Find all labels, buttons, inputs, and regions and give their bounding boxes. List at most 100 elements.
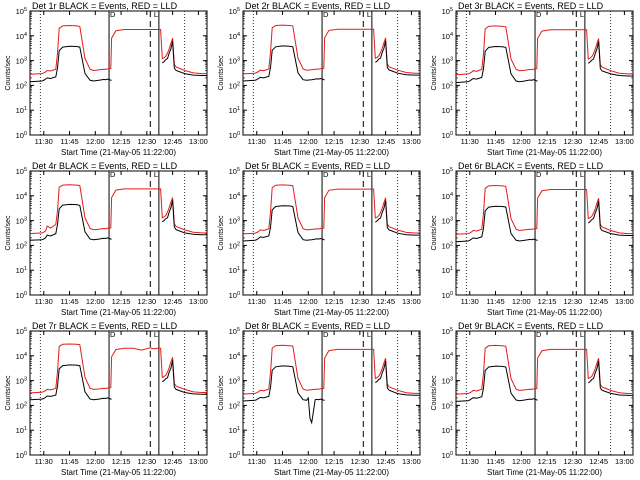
y-tick-label: 101 [442, 426, 453, 435]
x-tick-label: 11:45 [273, 297, 291, 306]
x-tick-label: 12:00 [86, 457, 105, 466]
x-tick-label: 11:45 [273, 137, 291, 146]
y-tick-label: 100 [442, 291, 453, 300]
y-tick-label: 101 [442, 106, 453, 115]
plot-frame [455, 10, 634, 136]
x-tick-label: 11:30 [461, 457, 479, 466]
y-tick-label: 100 [442, 131, 453, 140]
x-tick-label: 13:00 [189, 457, 208, 466]
x-tick-label: 12:15 [112, 297, 131, 306]
x-tick-label: 12:45 [163, 457, 182, 466]
series-line-events [30, 41, 207, 83]
y-tick-label: 102 [16, 81, 27, 90]
x-tick-label: 11:45 [60, 137, 78, 146]
series-line-events [30, 360, 207, 401]
marker-label-d: D [110, 10, 116, 19]
y-tick-label: 103 [229, 57, 240, 66]
y-tick-label: 104 [16, 192, 27, 201]
x-tick-label: 11:30 [461, 137, 479, 146]
panel-title: Det 3r BLACK = Events, RED = LLD [458, 1, 604, 11]
panel-title: Det 8r BLACK = Events, RED = LLD [245, 321, 391, 331]
series-line-lld [30, 24, 207, 75]
x-axis-label: Start Time (21-May-05 11:22:00) [274, 308, 389, 317]
y-tick-label: 101 [229, 106, 240, 115]
y-axis-label: Counts/sec [5, 55, 12, 91]
y-axis-label: Counts/sec [5, 215, 12, 251]
y-tick-label: 105 [229, 327, 240, 336]
series-line-events [456, 361, 633, 402]
x-tick-label: 12:45 [589, 137, 608, 146]
x-axis-label: Start Time (21-May-05 11:22:00) [61, 308, 176, 317]
marker-label-l: L [367, 170, 371, 179]
y-tick-label: 103 [442, 377, 453, 386]
series-line-lld [243, 24, 420, 75]
y-tick-label: 105 [16, 167, 27, 176]
x-axis-label: Start Time (21-May-05 11:22:00) [487, 308, 602, 317]
x-tick-label: 13:00 [615, 137, 634, 146]
y-axis-label: Counts/sec [218, 375, 225, 411]
panel-title: Det 6r BLACK = Events, RED = LLD [458, 161, 604, 171]
detector-panel-7: Det 7r BLACK = Events, RED = LLD 100 101 10… [5, 321, 208, 477]
x-axis-label: Start Time (21-May-05 11:22:00) [61, 148, 176, 157]
y-tick-label: 105 [442, 7, 453, 16]
x-tick-label: 11:30 [35, 297, 53, 306]
y-tick-label: 103 [16, 377, 27, 386]
x-tick-label: 12:45 [163, 137, 182, 146]
x-tick-label: 11:45 [273, 457, 291, 466]
y-tick-label: 100 [16, 291, 27, 300]
y-axis-label: Counts/sec [218, 215, 225, 251]
detector-panel-5: Det 5r BLACK = Events, RED = LLD 100 101 10… [218, 161, 421, 317]
x-tick-label: 11:30 [35, 137, 53, 146]
plot-frame [29, 10, 208, 136]
y-tick-label: 105 [229, 7, 240, 16]
series-line-events [243, 360, 420, 425]
x-tick-label: 12:15 [325, 137, 344, 146]
x-tick-label: 12:00 [299, 297, 318, 306]
x-axis-label: Start Time (21-May-05 11:22:00) [274, 148, 389, 157]
marker-label-l: L [367, 10, 371, 19]
x-tick-label: 12:00 [86, 137, 105, 146]
y-tick-label: 101 [16, 266, 27, 275]
x-tick-label: 11:30 [461, 297, 479, 306]
x-axis-label: Start Time (21-May-05 11:22:00) [61, 468, 176, 477]
y-axis-label: Counts/sec [5, 375, 12, 411]
x-tick-label: 12:30 [350, 457, 369, 466]
y-tick-label: 105 [442, 327, 453, 336]
x-axis-label: Start Time (21-May-05 11:22:00) [487, 148, 602, 157]
x-tick-label: 12:00 [512, 297, 531, 306]
y-tick-label: 104 [229, 32, 240, 41]
series-line-events [243, 40, 420, 82]
y-tick-label: 103 [16, 57, 27, 66]
x-tick-label: 12:30 [563, 457, 582, 466]
series-line-lld [243, 344, 420, 395]
x-tick-label: 12:45 [589, 457, 608, 466]
x-tick-label: 11:30 [248, 457, 266, 466]
y-tick-label: 105 [229, 167, 240, 176]
detector-panel-8: Det 8r BLACK = Events, RED = LLD 100 101 10… [218, 321, 421, 477]
y-tick-label: 100 [229, 131, 240, 140]
y-tick-label: 102 [16, 241, 27, 250]
series-line-lld [30, 184, 207, 235]
x-tick-label: 11:30 [248, 297, 266, 306]
x-tick-label: 11:30 [35, 457, 53, 466]
y-tick-label: 105 [16, 7, 27, 16]
y-tick-label: 101 [16, 426, 27, 435]
series-line-lld [30, 343, 207, 394]
y-tick-label: 103 [442, 217, 453, 226]
marker-label-l: L [580, 330, 584, 339]
x-tick-label: 12:15 [325, 457, 344, 466]
detector-panel-9: Det 9r BLACK = Events, RED = LLD 100 101 10… [431, 321, 634, 477]
x-tick-label: 11:45 [486, 137, 504, 146]
x-tick-label: 12:15 [325, 297, 344, 306]
x-tick-label: 11:45 [486, 457, 504, 466]
series-line-lld [456, 344, 633, 395]
marker-label-d: D [536, 330, 542, 339]
y-tick-label: 104 [229, 192, 240, 201]
marker-label-d: D [536, 170, 542, 179]
plot-frame [455, 170, 634, 296]
marker-label-l: L [580, 170, 584, 179]
detector-panel-3: Det 3r BLACK = Events, RED = LLD 100 101 10… [431, 1, 634, 157]
x-axis-label: Start Time (21-May-05 11:22:00) [274, 468, 389, 477]
x-tick-label: 12:15 [112, 137, 131, 146]
